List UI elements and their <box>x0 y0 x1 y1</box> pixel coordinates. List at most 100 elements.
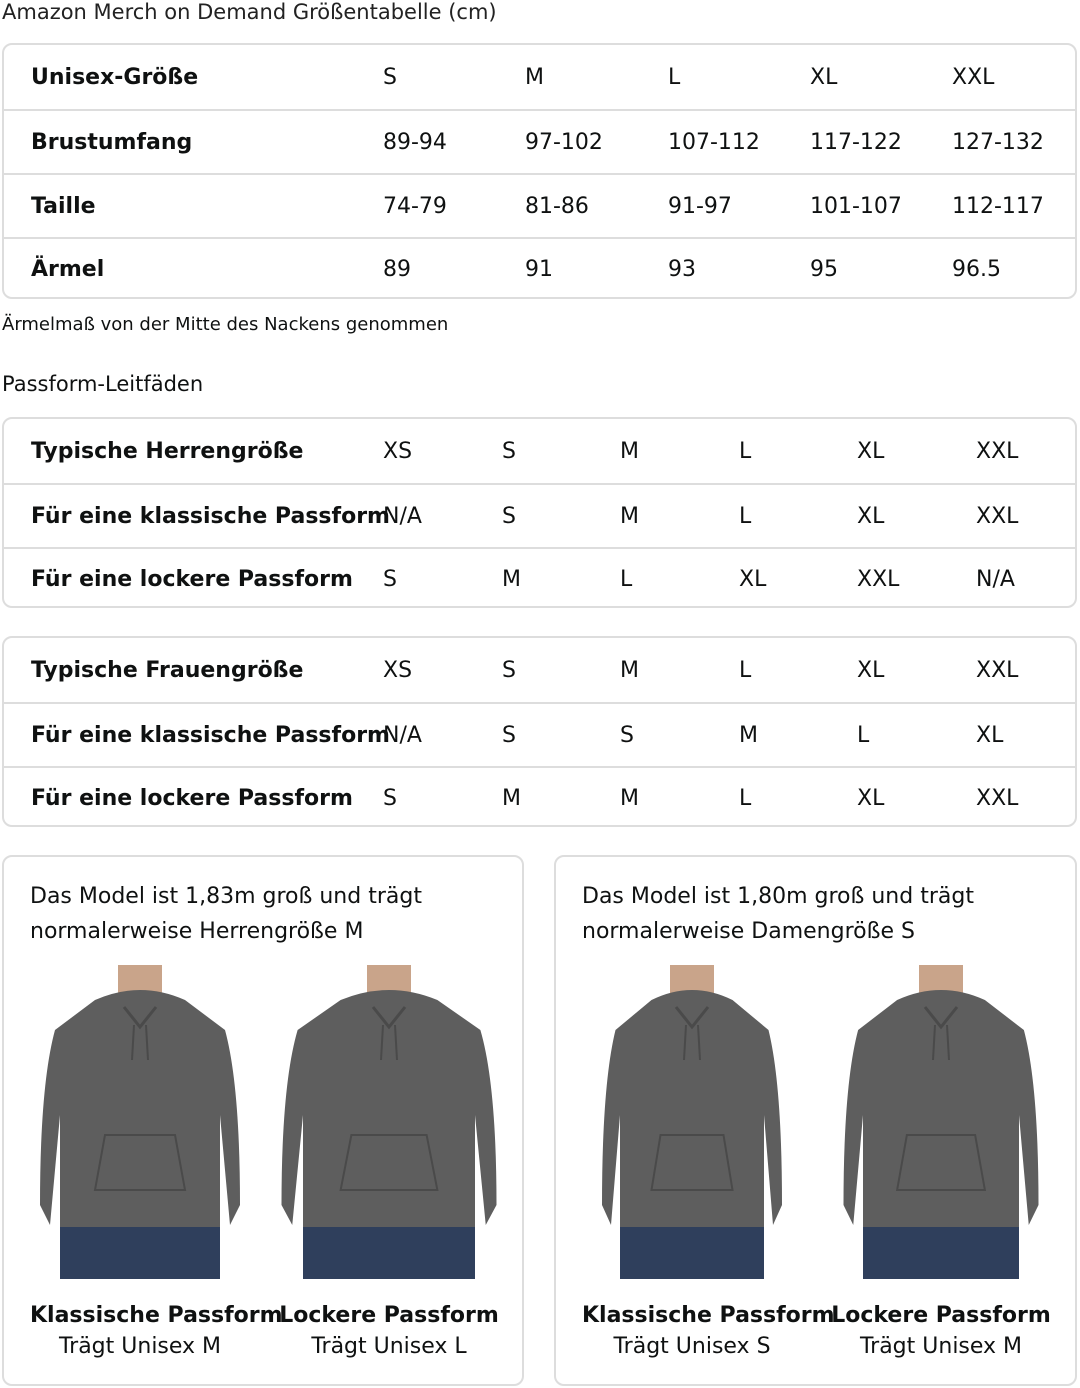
table-cell: XXL <box>976 503 1019 529</box>
table-cell: 74-79 <box>383 193 447 219</box>
table-cell: 101-107 <box>810 193 902 219</box>
table-cell: XL <box>857 785 885 811</box>
row-label: Für eine lockere Passform <box>31 785 353 811</box>
table-row: Für eine lockere Passform S M M L XL XXL <box>4 766 1075 825</box>
table-cell: M <box>525 64 544 90</box>
men-model-card: Das Model ist 1,83m groß und trägt norma… <box>2 855 524 1386</box>
table-cell: 107-112 <box>668 129 760 155</box>
row-label: Typische Herrengröße <box>31 438 304 464</box>
table-cell: XXL <box>976 438 1019 464</box>
table-cell: N/A <box>976 566 1015 592</box>
table-cell: S <box>383 785 397 811</box>
row-label: Typische Frauengröße <box>31 657 304 683</box>
table-cell: S <box>383 64 397 90</box>
table-cell: 91 <box>525 256 553 282</box>
fit-guide-title: Passform-Leitfäden <box>2 372 204 396</box>
table-cell: 95 <box>810 256 838 282</box>
table-row: Für eine klassische Passform N/A S M L XL XXL <box>4 483 1075 547</box>
table-row: Typische Herrengröße XS S M L XL XXL <box>4 419 1075 483</box>
table-cell: S <box>502 503 516 529</box>
hoodie-image <box>582 965 802 1279</box>
model-description: Das Model ist 1,83m groß und trägt norma… <box>30 884 422 944</box>
hoodie-image <box>279 965 499 1279</box>
table-cell: M <box>620 657 639 683</box>
figure-loose-fit: Lockere Passform Trägt Unisex M <box>831 965 1051 1359</box>
size-table: Unisex-Größe S M L XL XXL Brustumfang 89-94 97-1… <box>2 43 1077 299</box>
table-row: Für eine lockere Passform S M L XL XXL N/A <box>4 547 1075 606</box>
table-cell: XL <box>810 64 838 90</box>
row-label: Ärmel <box>31 256 105 282</box>
table-cell: L <box>739 785 752 811</box>
table-cell: L <box>668 64 681 90</box>
table-cell: 117-122 <box>810 129 902 155</box>
table-cell: XS <box>383 657 413 683</box>
row-label: Unisex-Größe <box>31 64 199 90</box>
table-cell: XXL <box>952 64 995 90</box>
table-cell: XL <box>857 438 885 464</box>
table-cell: 89 <box>383 256 411 282</box>
fit-size: Trägt Unisex M <box>859 1334 1023 1359</box>
sleeve-note: Ärmelmaß von der Mitte des Nackens genom… <box>2 314 449 335</box>
table-cell: 96.5 <box>952 256 1001 282</box>
figure-loose-fit: Lockere Passform Trägt Unisex L <box>279 965 499 1359</box>
table-cell: M <box>620 785 639 811</box>
table-row: Ärmel 89 91 93 95 96.5 <box>4 237 1075 297</box>
table-cell: S <box>383 566 397 592</box>
table-cell: XL <box>857 503 885 529</box>
table-row: Brustumfang 89-94 97-102 107-112 117-122 127-… <box>4 109 1075 173</box>
women-model-card: Das Model ist 1,80m groß und trägt norma… <box>554 855 1077 1386</box>
hoodie-image <box>831 965 1051 1279</box>
table-cell: S <box>620 722 634 748</box>
table-cell: XL <box>857 657 885 683</box>
table-cell: 81-86 <box>525 193 589 219</box>
table-cell: S <box>502 657 516 683</box>
table-row: Unisex-Größe S M L XL XXL <box>4 45 1075 109</box>
table-row: Typische Frauengröße XS S M L XL XXL <box>4 638 1075 702</box>
row-label: Brustumfang <box>31 129 193 155</box>
table-cell: XXL <box>857 566 900 592</box>
table-cell: M <box>739 722 758 748</box>
table-cell: XL <box>739 566 767 592</box>
table-cell: L <box>739 503 752 529</box>
fit-name: Klassische Passform <box>30 1303 283 1328</box>
table-cell: XXL <box>976 785 1019 811</box>
page-title: Amazon Merch on Demand Größentabelle (cm… <box>2 0 497 24</box>
fit-name: Lockere Passform <box>279 1303 499 1328</box>
row-label: Für eine klassische Passform <box>31 503 390 529</box>
men-fit-table: Typische Herrengröße XS S M L XL XXL Für eine k… <box>2 417 1077 608</box>
fit-name: Klassische Passform <box>582 1303 835 1328</box>
table-cell: 91-97 <box>668 193 732 219</box>
table-cell: 93 <box>668 256 696 282</box>
table-cell: XS <box>383 438 413 464</box>
table-cell: L <box>739 657 752 683</box>
fit-size: Trägt Unisex S <box>613 1334 771 1359</box>
row-label: Für eine klassische Passform <box>31 722 390 748</box>
table-cell: N/A <box>383 503 422 529</box>
fit-size: Trägt Unisex L <box>311 1334 467 1359</box>
table-cell: 112-117 <box>952 193 1044 219</box>
table-row: Taille 74-79 81-86 91-97 101-107 112-117 <box>4 173 1075 237</box>
table-cell: S <box>502 438 516 464</box>
table-cell: 127-132 <box>952 129 1044 155</box>
row-label: Taille <box>31 193 96 219</box>
figure-classic-fit: Klassische Passform Trägt Unisex S <box>582 965 835 1359</box>
table-cell: S <box>502 722 516 748</box>
table-cell: L <box>620 566 633 592</box>
table-cell: M <box>502 566 521 592</box>
table-cell: M <box>502 785 521 811</box>
table-cell: L <box>857 722 870 748</box>
model-description: Das Model ist 1,80m groß und trägt norma… <box>582 884 974 944</box>
table-cell: XXL <box>976 657 1019 683</box>
table-cell: 89-94 <box>383 129 447 155</box>
table-cell: M <box>620 503 639 529</box>
table-cell: M <box>620 438 639 464</box>
women-fit-table: Typische Frauengröße XS S M L XL XXL Für eine k… <box>2 636 1077 827</box>
row-label: Für eine lockere Passform <box>31 566 353 592</box>
figure-classic-fit: Klassische Passform Trägt Unisex M <box>30 965 283 1359</box>
fit-name: Lockere Passform <box>831 1303 1051 1328</box>
hoodie-image <box>30 965 250 1279</box>
table-row: Für eine klassische Passform N/A S S M L XL <box>4 702 1075 766</box>
table-cell: 97-102 <box>525 129 603 155</box>
table-cell: XL <box>976 722 1004 748</box>
fit-size: Trägt Unisex M <box>58 1334 222 1359</box>
